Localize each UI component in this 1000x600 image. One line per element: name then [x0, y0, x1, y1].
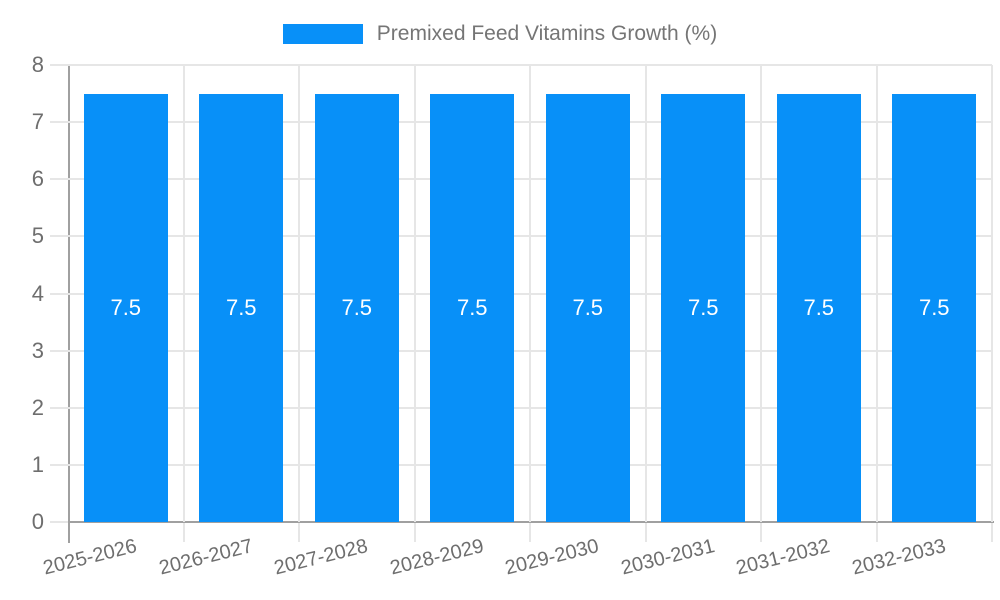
x-axis-tick — [991, 523, 993, 542]
y-axis-line — [68, 65, 70, 543]
y-axis-label: 8 — [31, 52, 44, 77]
y-axis-tick — [50, 178, 68, 181]
y-axis-label: 3 — [31, 337, 44, 363]
bar-2026-2027[interactable] — [199, 93, 284, 522]
y-axis-tick — [50, 463, 68, 466]
legend-title: Premixed Feed Vitamins Growth (%) — [376, 22, 718, 45]
x-axis-label: 2027-2028 — [271, 535, 371, 580]
y-axis-tick — [50, 406, 68, 409]
bar-value-label: 7.5 — [572, 294, 604, 320]
y-axis-tick — [50, 349, 68, 352]
legend-swatch — [282, 24, 363, 44]
y-axis-label: 6 — [31, 166, 44, 192]
y-axis-tick — [50, 64, 68, 66]
y-axis-tick — [50, 235, 68, 238]
x-axis-tick — [760, 523, 762, 542]
bar-value-label: 7.5 — [110, 294, 142, 320]
x-gridline — [413, 65, 416, 522]
bar-2030-2031[interactable] — [661, 93, 746, 522]
legend[interactable]: Premixed Feed Vitamins Growth (%) — [0, 22, 1000, 46]
x-gridline — [529, 65, 531, 522]
x-gridline — [760, 65, 762, 522]
y-axis-label: 1 — [31, 451, 44, 477]
x-gridline — [875, 65, 878, 522]
y-axis-label: 0 — [31, 509, 44, 534]
x-axis-label: 2032-2033 — [849, 535, 948, 580]
bar-2028-2029[interactable] — [430, 93, 515, 522]
x-axis-tick — [644, 523, 647, 542]
x-gridline — [644, 65, 647, 522]
x-axis-label: 2028-2029 — [387, 535, 486, 580]
x-axis-label: 2030-2031 — [618, 535, 717, 580]
bar-value-label: 7.5 — [803, 294, 835, 320]
x-axis-tick — [298, 523, 300, 542]
y-axis-tick — [50, 521, 68, 523]
x-axis-label: 2026-2027 — [156, 535, 255, 580]
y-axis-label: 4 — [31, 280, 44, 306]
bar-2027-2028[interactable] — [314, 93, 399, 522]
bar-value-label: 7.5 — [918, 294, 950, 320]
x-axis-label: 2025-2026 — [40, 535, 140, 580]
y-axis-label: 5 — [31, 223, 44, 249]
x-gridline — [298, 65, 300, 522]
bar-2025-2026[interactable] — [83, 93, 168, 522]
y-axis-label: 7 — [31, 109, 44, 135]
x-axis-label: 2029-2030 — [502, 535, 602, 580]
x-axis-tick — [182, 523, 185, 542]
bar-2031-2032[interactable] — [776, 93, 861, 522]
x-axis-baseline — [68, 521, 994, 523]
y-axis-label: 2 — [31, 394, 44, 420]
x-gridline — [182, 65, 185, 522]
bar-2032-2033[interactable] — [892, 93, 977, 522]
bar-value-label: 7.5 — [225, 294, 257, 320]
x-axis-tick — [529, 523, 531, 542]
x-axis-label: 2031-2032 — [733, 535, 833, 580]
x-axis-tick — [875, 523, 878, 542]
x-axis-tick — [413, 523, 416, 542]
bar-value-label: 7.5 — [456, 294, 488, 320]
y-axis-tick — [50, 292, 68, 295]
bar-value-label: 7.5 — [341, 294, 373, 320]
x-gridline — [991, 65, 993, 522]
y-axis-tick — [50, 121, 68, 124]
bar-value-label: 7.5 — [687, 294, 719, 320]
bar-2029-2030[interactable] — [545, 93, 630, 522]
